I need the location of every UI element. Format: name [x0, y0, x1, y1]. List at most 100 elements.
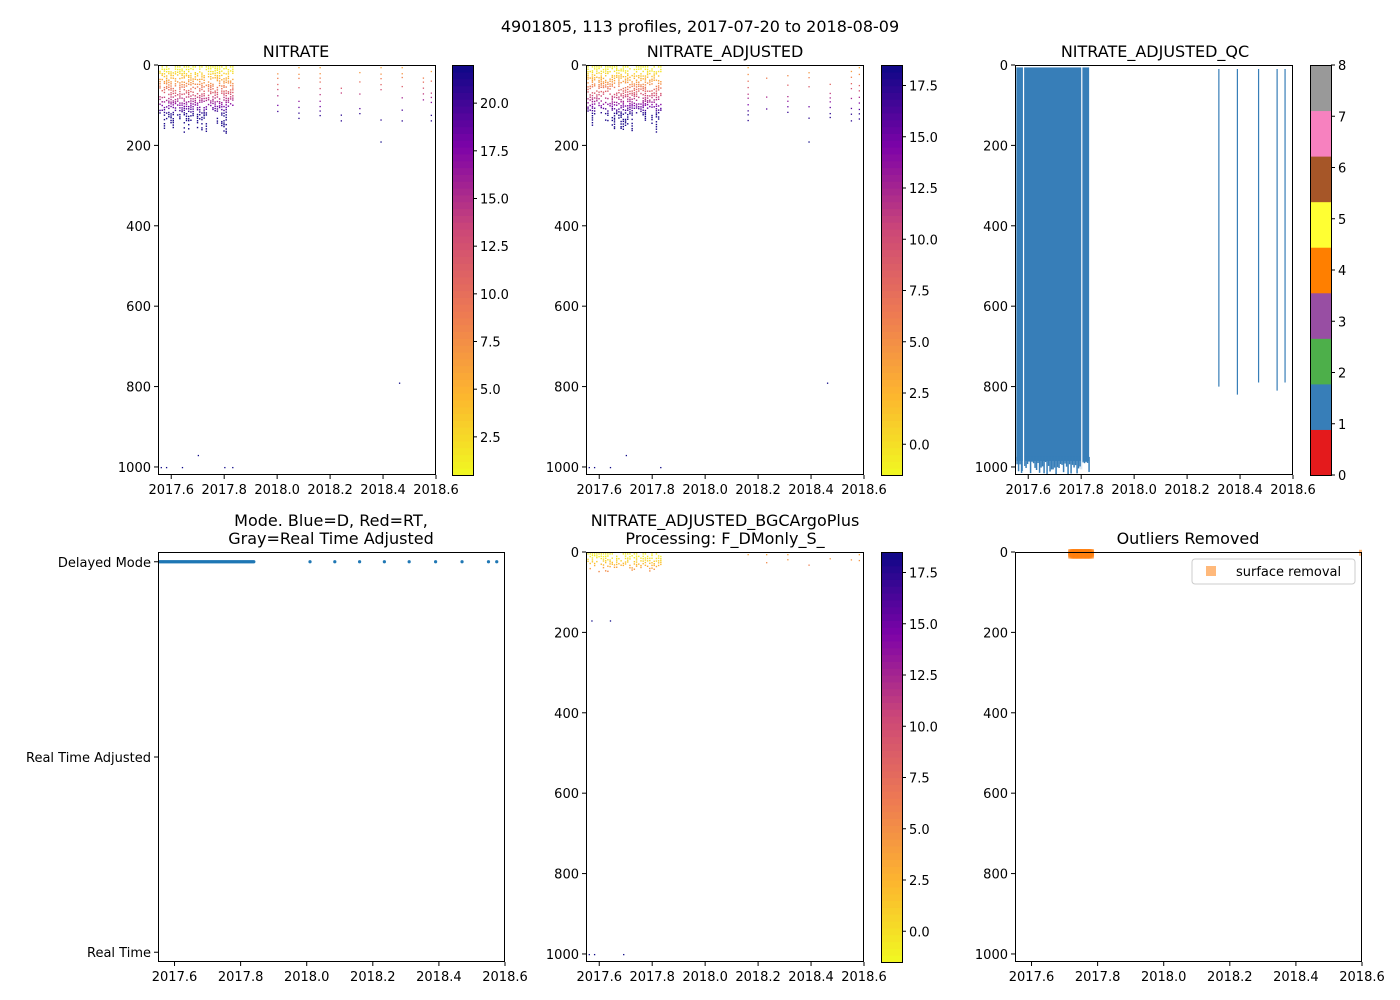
data-cell — [631, 92, 633, 95]
data-cell — [319, 73, 321, 75]
colorbar-segment — [452, 126, 473, 134]
data-cell — [642, 75, 644, 77]
data-cell — [201, 99, 203, 101]
data-cell — [653, 568, 655, 570]
qc-profile-end — [1061, 456, 1063, 465]
colorbar-segment — [452, 167, 473, 175]
data-cell — [185, 73, 188, 75]
data-cell — [192, 91, 194, 93]
nitrate-colorbar: 2.55.07.510.012.515.017.520.0 — [452, 65, 509, 476]
data-cell — [185, 112, 188, 115]
data-cell — [635, 88, 638, 91]
data-cell — [227, 92, 230, 95]
data-cell — [192, 105, 194, 108]
data-cell — [633, 553, 636, 555]
colorbar-segment — [452, 270, 473, 278]
data-cell — [655, 112, 658, 114]
data-cell — [159, 85, 161, 87]
colorbar-segment — [452, 201, 473, 210]
data-cell — [190, 98, 192, 100]
data-cell — [653, 564, 655, 567]
data-cell — [622, 108, 625, 111]
colorbar-segment — [452, 393, 473, 401]
data-cell — [598, 93, 600, 96]
data-cell — [165, 99, 168, 102]
data-cell — [216, 91, 219, 94]
data-cell — [602, 93, 605, 95]
data-cell — [185, 66, 188, 68]
data-cell — [319, 77, 321, 79]
data-cell — [655, 565, 658, 568]
data-cell — [172, 74, 174, 77]
data-cell — [607, 90, 609, 92]
colorbar-segment — [881, 181, 902, 189]
data-cell — [657, 98, 660, 100]
y-tick-label: 1000 — [118, 461, 151, 476]
data-cell — [642, 93, 644, 96]
data-cell — [170, 121, 172, 124]
data-cell — [232, 66, 234, 68]
x-tick-label: 2017.6 — [152, 970, 198, 985]
data-cell — [613, 75, 616, 77]
data-cell — [225, 123, 227, 126]
x-tick-label: 2017.8 — [1058, 483, 1104, 498]
colorbar-segment — [452, 338, 473, 346]
colorbar-segment — [881, 921, 902, 929]
data-cell — [620, 114, 622, 117]
data-cell — [631, 103, 633, 105]
data-cell — [618, 69, 620, 72]
colorbar-segment — [452, 386, 473, 394]
data-cell — [604, 84, 607, 86]
data-cell — [401, 120, 403, 122]
data-cell — [858, 118, 861, 120]
data-cell — [207, 70, 210, 73]
data-cell — [587, 110, 589, 112]
data-cell — [188, 128, 190, 130]
colorbar-segment — [881, 317, 902, 326]
data-cell — [185, 74, 188, 77]
data-cell — [653, 562, 655, 565]
x-tick-label: 2018.2 — [735, 483, 781, 498]
colorbar-segment — [881, 133, 902, 141]
data-cell — [631, 127, 633, 130]
data-cell — [596, 556, 598, 559]
data-cell — [600, 75, 602, 77]
data-cell — [616, 68, 618, 70]
data-cell — [196, 96, 199, 98]
data-cell — [618, 96, 620, 98]
data-cell — [207, 68, 210, 70]
colorbar-segment — [881, 907, 902, 915]
data-cell — [430, 114, 433, 117]
data-cell — [170, 81, 172, 83]
data-cell — [201, 82, 203, 85]
y-tick-label: 0 — [571, 546, 579, 561]
legend-marker — [1206, 566, 1216, 576]
data-cell — [651, 92, 653, 95]
data-cell — [227, 101, 230, 103]
colorbar-segment — [452, 283, 473, 292]
data-cell — [225, 92, 227, 94]
data-cell — [629, 558, 631, 560]
data-cell — [622, 113, 625, 115]
data-cell — [598, 553, 600, 555]
data-cell — [616, 559, 618, 561]
data-cell — [188, 89, 190, 92]
data-cell — [644, 90, 647, 92]
qc-gap — [1081, 65, 1083, 471]
colorbar-segment — [881, 599, 902, 608]
data-cell — [183, 77, 185, 79]
qc-profile-end — [1059, 456, 1062, 465]
data-cell — [176, 100, 179, 102]
data-cell — [176, 66, 179, 68]
data-cell — [747, 119, 749, 122]
data-cell — [609, 102, 611, 105]
data-cell — [633, 557, 636, 559]
data-cell — [179, 116, 181, 118]
data-cell — [635, 557, 638, 559]
data-cell — [401, 97, 403, 99]
colorbar-segment — [881, 852, 902, 861]
data-cell — [216, 110, 219, 112]
data-cell — [618, 83, 620, 85]
data-cell — [624, 118, 627, 121]
data-cell — [655, 92, 658, 94]
